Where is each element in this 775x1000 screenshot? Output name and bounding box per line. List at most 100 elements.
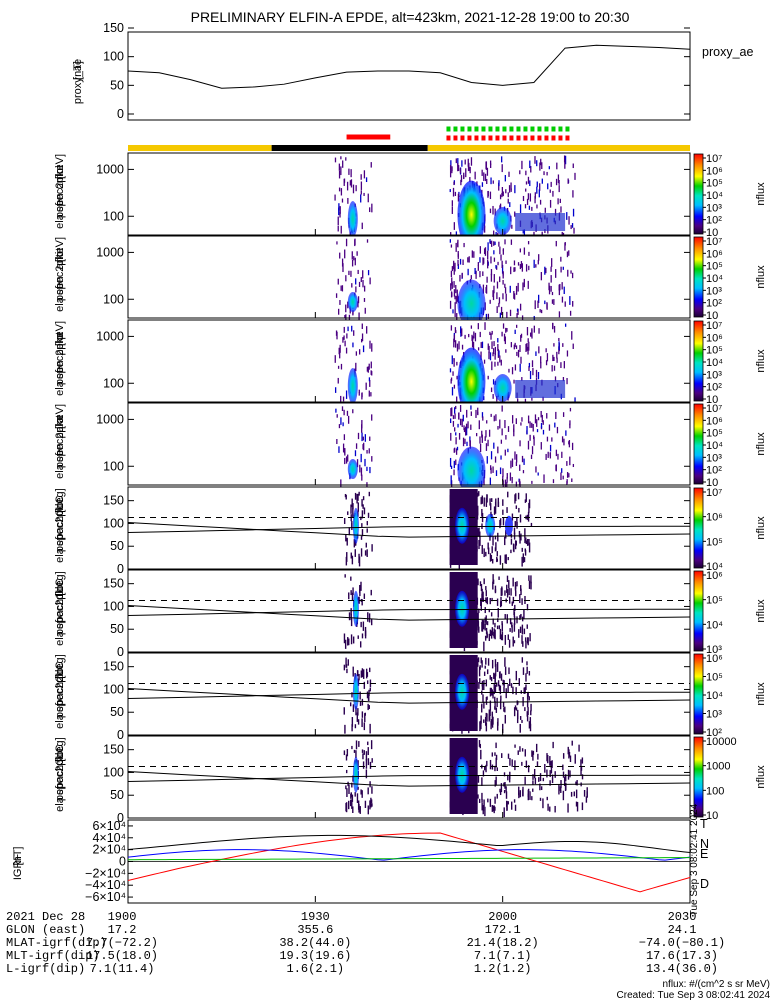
flux-speck <box>532 774 534 780</box>
axis-label-line: en <box>54 443 66 455</box>
flux-speck <box>569 420 571 426</box>
flux-speck <box>534 156 536 164</box>
flux-speck <box>457 423 459 428</box>
flux-speck <box>509 596 511 604</box>
flux-speck <box>535 466 537 473</box>
flux-speck <box>360 453 362 463</box>
flux-speck <box>470 325 473 329</box>
flux-speck <box>490 612 493 617</box>
flux-speck <box>571 478 573 482</box>
flux-speck <box>362 669 365 679</box>
flux-speck <box>507 774 509 781</box>
flux-speck <box>470 411 472 416</box>
flux-speck <box>480 601 482 611</box>
flux-speck <box>490 387 493 393</box>
ephemeris-row-label: 2021 Dec 28 <box>6 910 85 924</box>
flux-speck <box>486 276 488 283</box>
created-note: Created: Tue Sep 3 08:02:41 2024 <box>617 990 771 1000</box>
flux-speck <box>356 251 358 256</box>
pa_ch1LC-colorbar <box>693 570 704 652</box>
axis-label-line: ch3LC <box>54 745 66 777</box>
flux-speck <box>484 322 486 330</box>
flux-speck <box>475 409 477 418</box>
flux-speck <box>491 627 494 636</box>
flux-speck <box>498 180 500 187</box>
axis-label-line: [nT] <box>72 61 84 80</box>
flux-speck <box>477 262 480 266</box>
flux-speck <box>553 365 556 371</box>
flux-speck <box>484 247 487 256</box>
flux-speck <box>508 639 511 648</box>
flux-speck <box>345 754 348 761</box>
flux-speck <box>362 345 365 353</box>
flux-speck <box>573 791 576 797</box>
flux-speck <box>552 741 554 749</box>
flux-speck <box>354 450 357 457</box>
flux-speck <box>369 380 371 387</box>
flux-speck <box>521 556 523 567</box>
ephemeris-value: 2000 <box>488 910 517 924</box>
flux-speck <box>363 192 365 196</box>
flux-speck <box>367 741 369 746</box>
flux-speck <box>528 265 530 271</box>
flux-speck <box>477 528 479 537</box>
axis-label-line: pef <box>54 619 66 635</box>
flux-speck <box>517 349 520 358</box>
flux-speck <box>511 622 513 628</box>
flux-speck <box>494 535 497 540</box>
flux-speck <box>483 497 485 507</box>
flux-speck <box>521 377 523 381</box>
flux-speck <box>367 787 369 795</box>
flux-speck <box>495 470 498 477</box>
flux-core <box>347 368 358 404</box>
flux-speck <box>361 529 364 537</box>
flux-speck <box>491 805 494 812</box>
flux-speck <box>519 746 521 752</box>
flux-speck <box>515 670 518 681</box>
flux-speck <box>485 679 488 687</box>
flux-speck <box>535 351 537 356</box>
flux-speck <box>583 790 586 797</box>
flux-speck <box>364 550 367 556</box>
flux-speck <box>545 360 548 366</box>
flux-speck <box>573 227 575 234</box>
ephemeris-value: 21.4(18.2) <box>467 936 539 950</box>
flux-speck <box>479 743 482 749</box>
ephemeris-value: 17.5(18.0) <box>86 949 158 963</box>
flux-speck <box>527 176 530 184</box>
flux-speck <box>560 256 562 262</box>
flux-speck <box>362 504 364 509</box>
y-tick-label: 4×10⁴ <box>92 831 126 845</box>
flux-speck <box>499 790 502 796</box>
flux-speck <box>581 802 584 811</box>
flux-speck <box>566 481 568 485</box>
flux-speck <box>369 340 371 349</box>
flux-speck <box>508 171 510 177</box>
flux-speck <box>450 379 452 384</box>
axis-label-line: pef <box>54 369 66 385</box>
flux-speck <box>486 420 488 424</box>
flux-speck <box>528 362 531 368</box>
flux-speck <box>514 540 517 550</box>
flux-speck <box>477 663 479 667</box>
flux-speck <box>481 588 483 596</box>
igrf-t-line <box>127 834 691 853</box>
flux-speck <box>537 294 540 304</box>
flux-speck <box>483 578 485 585</box>
flux-speck <box>348 784 350 794</box>
flux-speck <box>519 615 521 620</box>
flux-speck <box>469 166 471 174</box>
flux-speck <box>489 629 492 637</box>
flux-speck <box>515 345 518 349</box>
flux-speck <box>521 547 523 552</box>
flux-speck <box>536 204 538 209</box>
flux-speck <box>520 422 522 426</box>
flux-speck <box>370 799 373 804</box>
flux-speck <box>354 541 357 546</box>
flux-speck <box>488 633 491 642</box>
flux-speck <box>527 415 530 424</box>
flux-speck <box>359 584 361 593</box>
flux-speck <box>534 414 537 424</box>
flux-speck <box>481 508 483 517</box>
flux-speck <box>562 412 565 417</box>
